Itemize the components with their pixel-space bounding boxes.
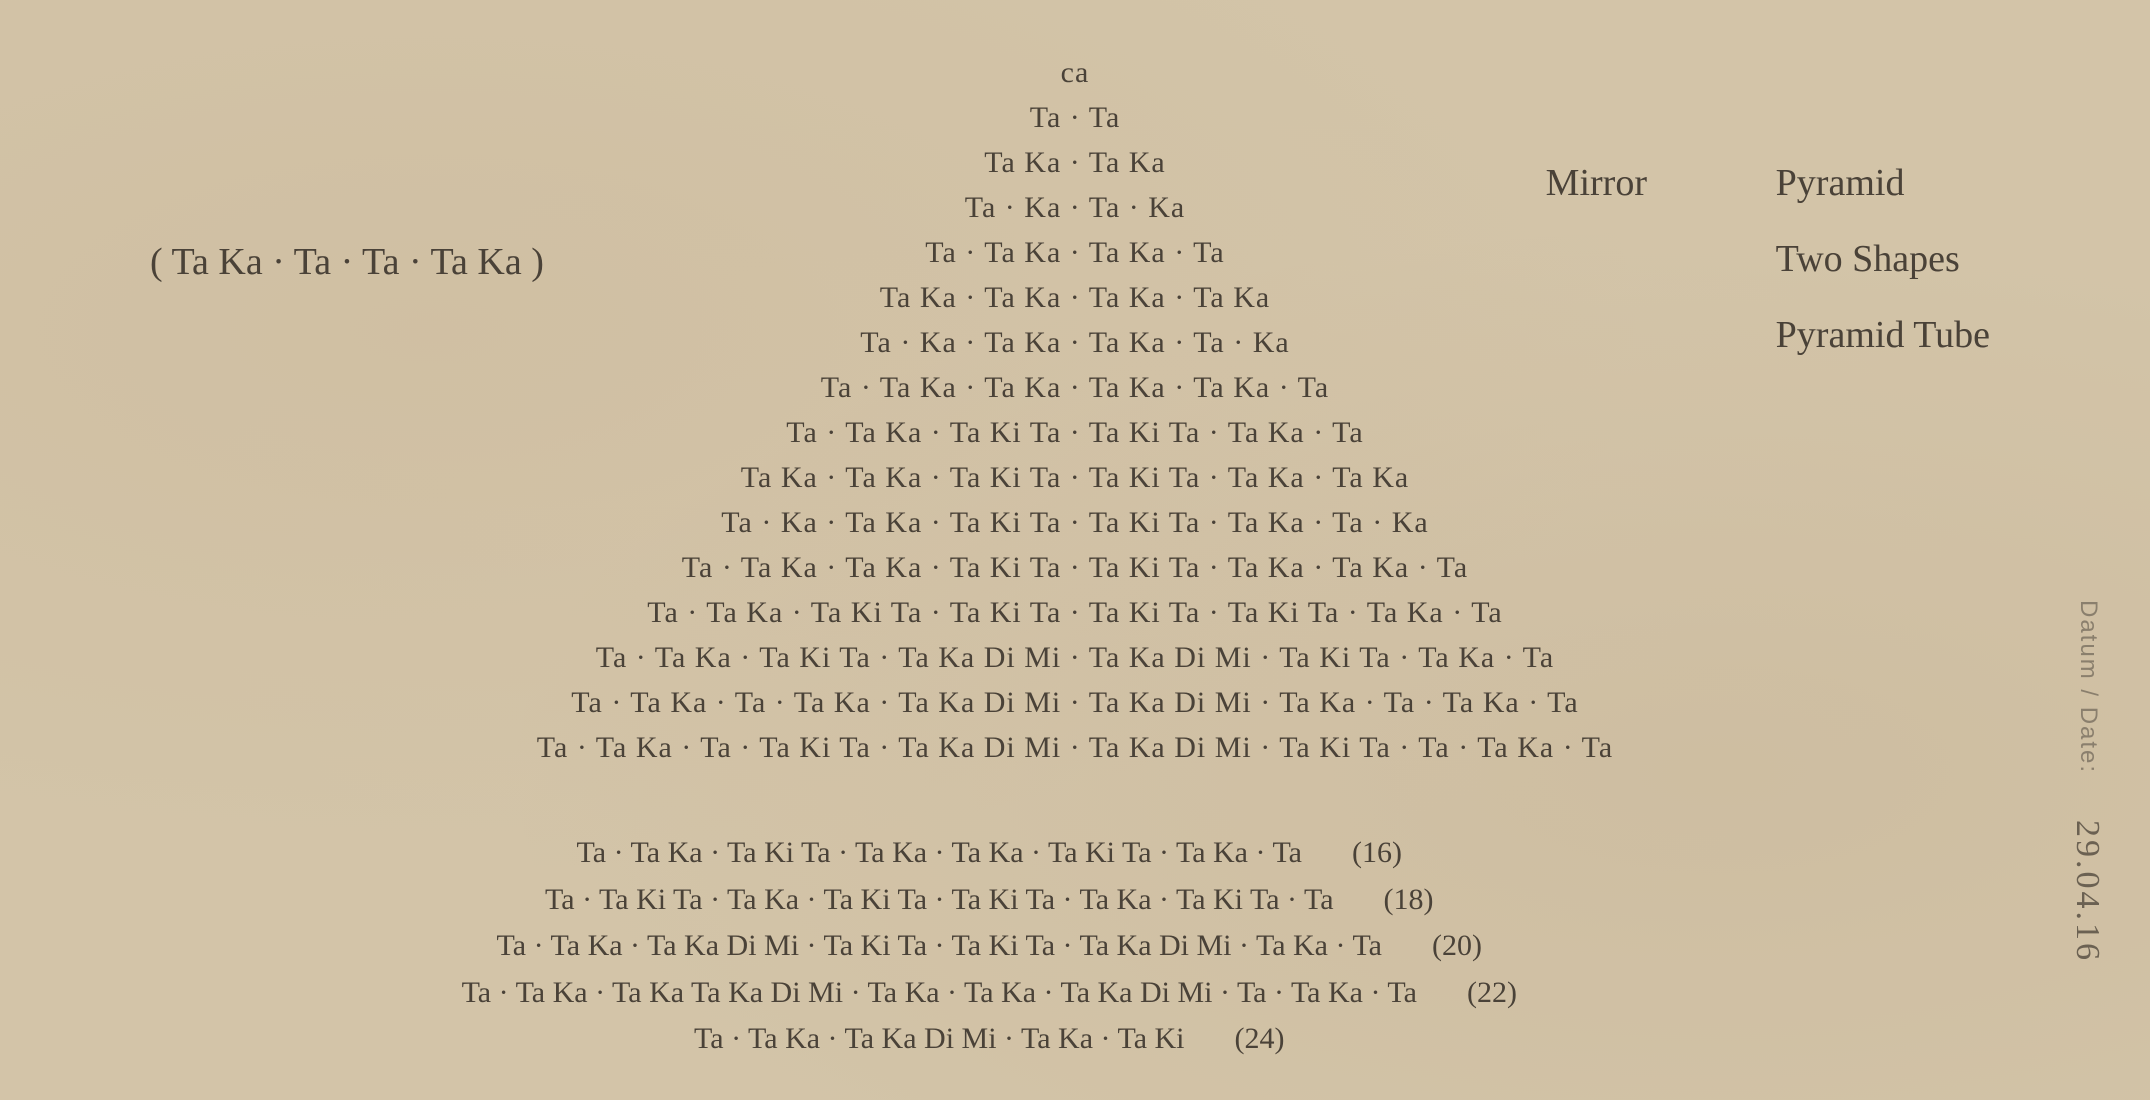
handwritten-notation-page: ca Ta · Ta Ta Ka · Ta Ka Ta · Ka · Ta · … xyxy=(0,0,2150,1100)
pyramid-row: Ta Ka · Ta Ka · Ta Ka · Ta Ka xyxy=(537,275,1613,320)
pyramid-row: ca xyxy=(537,50,1613,95)
pyramid-row: Ta · Ta Ka · Ta Ka · Ta Ki Ta · Ta Ki Ta… xyxy=(537,545,1613,590)
right-margin-notes: Mirror Pyramid Two Shapes Pyramid Tube xyxy=(1776,145,1990,373)
lower-row: Ta · Ta Ki Ta · Ta Ka · Ta Ki Ta · Ta Ki… xyxy=(462,877,1557,924)
date-value: 29.04.16 xyxy=(2068,820,2106,963)
lower-row-count: (22) xyxy=(1467,970,1557,1017)
lower-row-text: Ta · Ta Ki Ta · Ta Ka · Ta Ki Ta · Ta Ki… xyxy=(545,877,1333,924)
lower-rhythm-block: Ta · Ta Ka · Ta Ki Ta · Ta Ka · Ta Ka · … xyxy=(462,830,1557,1063)
note-pyramid-tube: Pyramid Tube xyxy=(1776,297,1990,373)
lower-row: Ta · Ta Ka · Ta Ka Ta Ka Di Mi · Ta Ka ·… xyxy=(462,970,1557,1017)
pyramid-row: Ta · Ta Ka · Ta Ka · Ta Ka · Ta Ka · Ta xyxy=(537,365,1613,410)
pyramid-row: Ta · Ka · Ta Ka · Ta Ka · Ta · Ka xyxy=(537,320,1613,365)
lower-row-count: (20) xyxy=(1432,923,1522,970)
lower-row: Ta · Ta Ka · Ta Ki Ta · Ta Ka · Ta Ka · … xyxy=(462,830,1557,877)
note-mirror: Mirror xyxy=(1546,145,1647,221)
lower-row: Ta · Ta Ka · Ta Ka Di Mi · Ta Ki Ta · Ta… xyxy=(462,923,1557,970)
lower-row-count: (24) xyxy=(1235,1016,1325,1063)
pyramid-row: Ta · Ta xyxy=(537,95,1613,140)
lower-row-count: (16) xyxy=(1352,830,1442,877)
pyramid-row: Ta · Ta Ka · Ta · Ta Ki Ta · Ta Ka Di Mi… xyxy=(537,725,1613,770)
pyramid-row: Ta Ka · Ta Ka · Ta Ki Ta · Ta Ki Ta · Ta… xyxy=(537,455,1613,500)
pyramid-row: Ta · Ta Ka · Ta · Ta Ka · Ta Ka Di Mi · … xyxy=(537,680,1613,725)
lower-row-count: (18) xyxy=(1384,877,1474,924)
note-pyramid: Pyramid xyxy=(1776,145,1990,221)
left-margin-note: ( Ta Ka · Ta · Ta · Ta Ka ) xyxy=(150,240,544,284)
pyramid-row: Ta · Ka · Ta · Ka xyxy=(537,185,1613,230)
date-label: Datum / Date: xyxy=(2074,600,2102,774)
pyramid-row: Ta Ka · Ta Ka xyxy=(537,140,1613,185)
pyramid-row: Ta · Ka · Ta Ka · Ta Ki Ta · Ta Ki Ta · … xyxy=(537,500,1613,545)
lower-row-text: Ta · Ta Ka · Ta Ka Di Mi · Ta Ki Ta · Ta… xyxy=(497,923,1382,970)
note-two-shapes: Two Shapes xyxy=(1776,221,1990,297)
pyramid-row: Ta · Ta Ka · Ta Ki Ta · Ta Ka Di Mi · Ta… xyxy=(537,635,1613,680)
lower-row: Ta · Ta Ka · Ta Ka Di Mi · Ta Ka · Ta Ki… xyxy=(462,1016,1557,1063)
rhythm-pyramid: ca Ta · Ta Ta Ka · Ta Ka Ta · Ka · Ta · … xyxy=(537,50,1613,770)
pyramid-row: Ta · Ta Ka · Ta Ka · Ta xyxy=(537,230,1613,275)
lower-row-text: Ta · Ta Ka · Ta Ka Ta Ka Di Mi · Ta Ka ·… xyxy=(462,970,1417,1017)
pyramid-row: Ta · Ta Ka · Ta Ki Ta · Ta Ki Ta · Ta Ka… xyxy=(537,410,1613,455)
pyramid-row: Ta · Ta Ka · Ta Ki Ta · Ta Ki Ta · Ta Ki… xyxy=(537,590,1613,635)
lower-row-text: Ta · Ta Ka · Ta Ka Di Mi · Ta Ka · Ta Ki xyxy=(694,1016,1184,1063)
lower-row-text: Ta · Ta Ka · Ta Ki Ta · Ta Ka · Ta Ka · … xyxy=(577,830,1302,877)
